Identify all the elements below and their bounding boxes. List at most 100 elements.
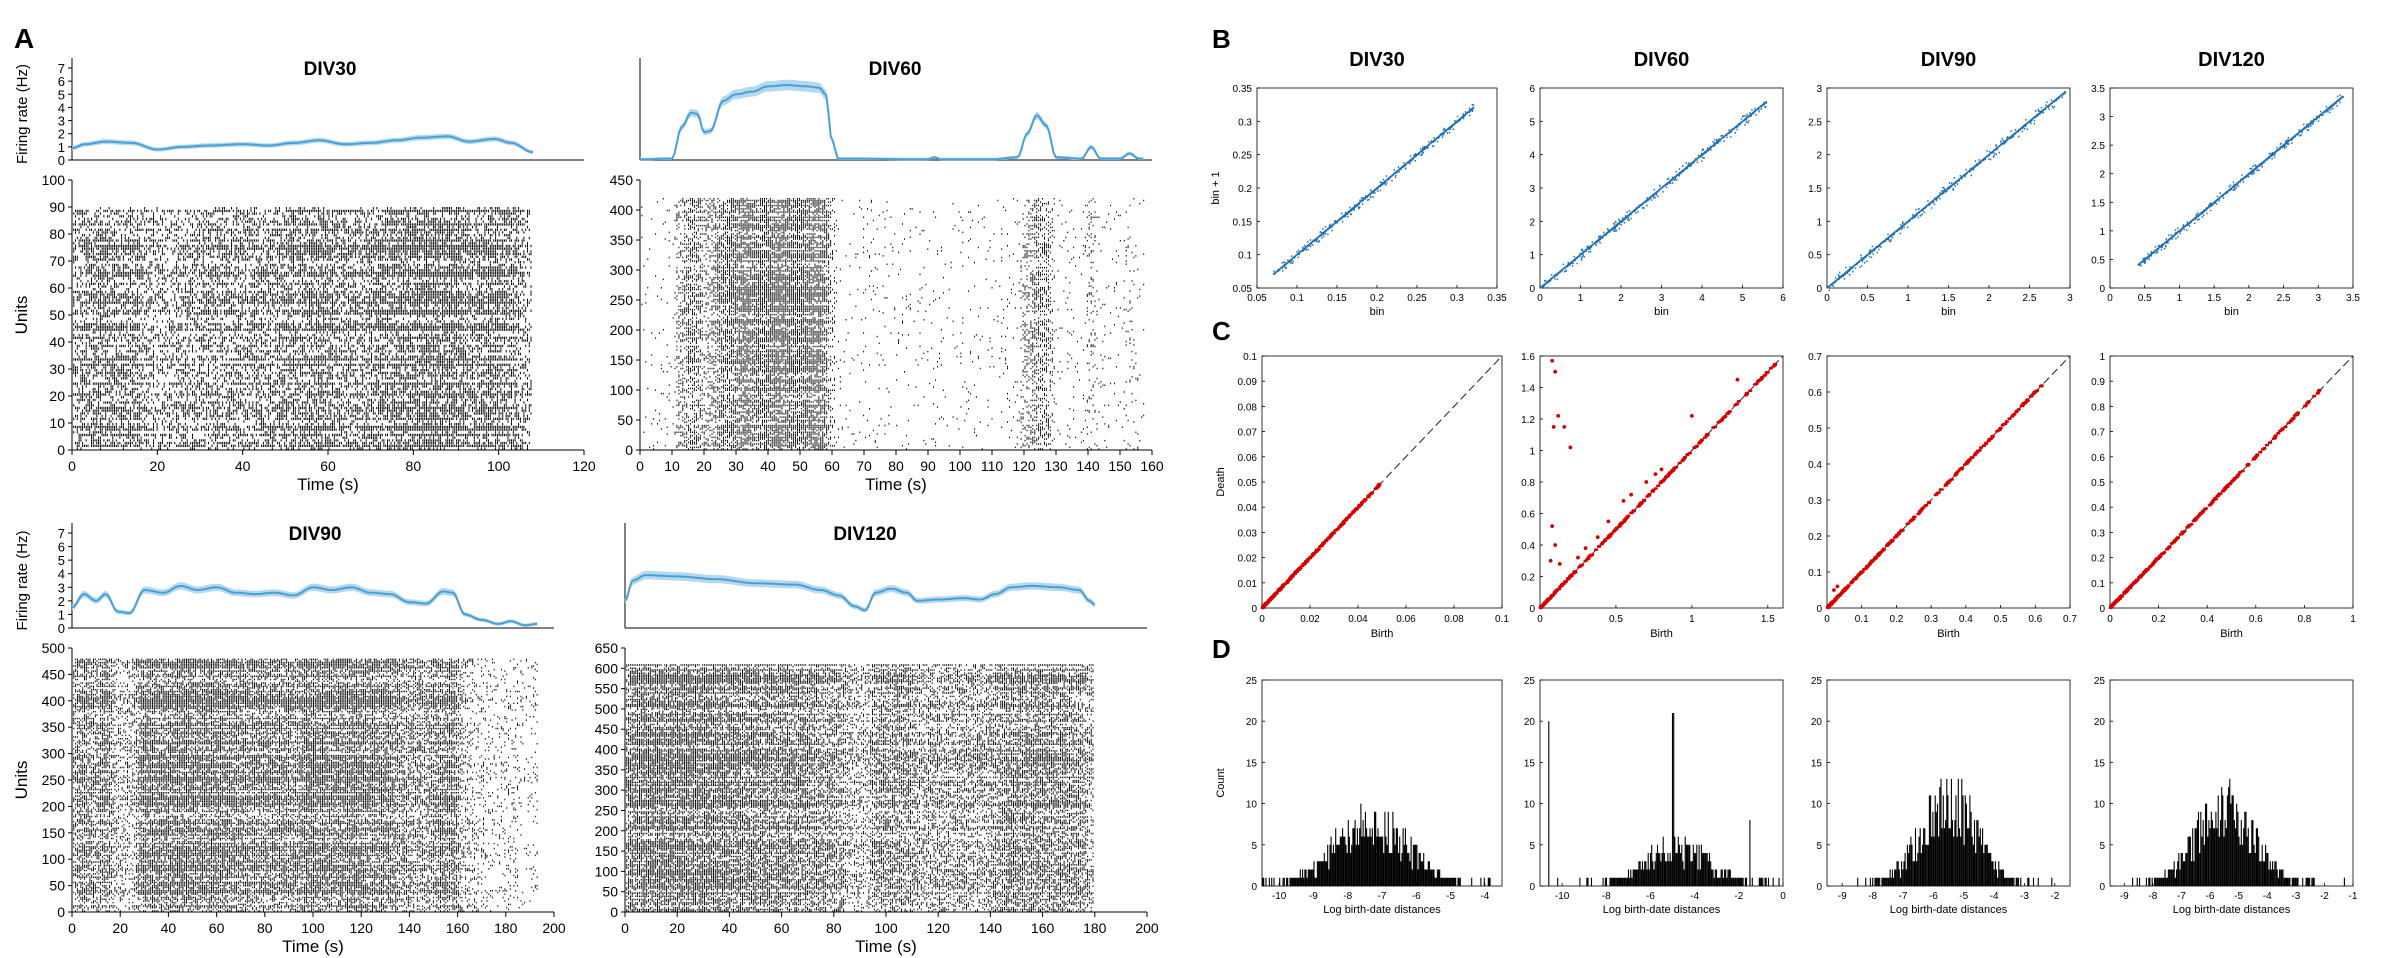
histogram-x-tick-label: -2 xyxy=(1734,891,1743,902)
histogram-panel-1: -10 -9 -8 -7 -6 -5 -4 0 5 10 15 20 25 Log birth-date … xyxy=(1215,676,1503,916)
histogram-x-tick-label: -3 xyxy=(2020,891,2029,902)
scatter-y-tick-label: 0.5 xyxy=(1808,251,1822,262)
persistence-x-tick-label: 0.02 xyxy=(1300,614,1320,625)
persistence-outlier-point xyxy=(1556,413,1561,418)
raster-x-tick-label: 180 xyxy=(494,920,518,936)
raster-x-tick-label: 60 xyxy=(774,920,790,936)
spike-raster xyxy=(639,198,1145,450)
scatter-x-label: bin xyxy=(1941,306,1956,318)
persistence-y-tick-label: 0.3 xyxy=(1808,496,1822,507)
raster-x-tick-label: 90 xyxy=(920,458,936,474)
raster-y-tick-label: 90 xyxy=(49,199,65,215)
persistence-outlier-point xyxy=(1550,358,1555,363)
raster-x-tick-label: 140 xyxy=(979,920,1003,936)
raster-x-tick-label: 60 xyxy=(320,458,336,474)
histogram-y-tick-label: 20 xyxy=(1811,717,1823,728)
scatter-y-tick-label: 2 xyxy=(2099,170,2105,181)
raster-x-tick-label: 50 xyxy=(792,458,808,474)
raster-y-tick-label: 40 xyxy=(49,334,65,350)
scatter-x-tick-label: 1 xyxy=(1905,293,1911,304)
persistence-y-tick-label: 1 xyxy=(2099,352,2105,363)
histogram-x-tick-label: -7 xyxy=(1898,891,1907,902)
persistence-y-tick-label: 0.04 xyxy=(1238,503,1258,514)
persistence-outlier-point xyxy=(1568,445,1573,450)
persistence-y-tick-label: 0 xyxy=(1529,604,1535,615)
persistence-y-tick-label: 0.4 xyxy=(1808,460,1822,471)
raster-x-label: Time (s) xyxy=(282,937,344,956)
raster-y-tick-label: 100 xyxy=(42,172,66,188)
scatter-x-label: bin xyxy=(1370,306,1385,318)
scatter-x-tick-label: 3 xyxy=(1659,293,1665,304)
persistence-x-tick-label: 1.5 xyxy=(1761,614,1775,625)
histogram-panel-3: -9 -8 -7 -6 -5 -4 -3 -2 0 5 10 15 20 25 Log birth-date… xyxy=(1811,676,2071,916)
persistence-x-tick-label: 0.1 xyxy=(1855,614,1869,625)
raster-x-tick-label: 80 xyxy=(826,920,842,936)
scatter-x-tick-label: 0.5 xyxy=(2138,293,2152,304)
rate-tick-label: 5 xyxy=(58,553,65,568)
raster-y-tick-label: 100 xyxy=(42,851,66,867)
raster-y-tick-label: 200 xyxy=(595,823,619,839)
raster-x-tick-label: 100 xyxy=(948,458,972,474)
persistence-y-tick-label: 1.6 xyxy=(1521,352,1535,363)
raster-x-tick-label: 80 xyxy=(888,458,904,474)
scatter-frame xyxy=(2109,87,2354,289)
raster-y-tick-label: 350 xyxy=(610,232,634,248)
persistence-x-tick-label: 0.5 xyxy=(1609,614,1623,625)
raster-title: DIV60 xyxy=(869,59,922,80)
persistence-y-label: Death xyxy=(1215,467,1227,496)
panel-letters: A B C D xyxy=(14,23,1231,664)
persistence-points xyxy=(1260,482,1382,610)
histogram-y-tick-label: 5 xyxy=(1529,841,1535,852)
raster-y-tick-label: 0 xyxy=(610,904,618,920)
persistence-y-tick-label: 0.3 xyxy=(2091,528,2105,539)
scatter-y-tick-label: 3 xyxy=(1816,84,1822,95)
raster-y-tick-label: 0 xyxy=(625,442,633,458)
persistence-y-tick-label: 0.02 xyxy=(1238,554,1258,565)
histogram-y-tick-label: 25 xyxy=(1811,676,1823,687)
persistence-outlier-point xyxy=(1557,562,1562,566)
persistence-y-tick-label: 0.7 xyxy=(2091,428,2105,439)
persistence-outlier-point xyxy=(1653,472,1658,477)
persistence-x-tick-label: 0.06 xyxy=(1396,614,1416,625)
scatter-x-tick-label: 0.35 xyxy=(1487,293,1507,304)
histogram-x-tick-label: -2 xyxy=(2050,891,2059,902)
raster-y-tick-label: 350 xyxy=(595,762,619,778)
histogram-x-tick-label: -7 xyxy=(1378,891,1387,902)
rate-line xyxy=(640,84,1144,161)
histogram-frame xyxy=(1261,679,1503,887)
histogram-bars xyxy=(1857,778,2053,886)
histogram-y-tick-label: 15 xyxy=(1811,758,1823,769)
scatter-x-tick-label: 0.5 xyxy=(1861,293,1875,304)
scatter-diagonal-dense xyxy=(2137,95,2344,266)
histogram-x-tick-label: -3 xyxy=(2291,891,2300,902)
raster-y-tick-label: 600 xyxy=(595,660,619,676)
histogram-y-label: Count xyxy=(1215,768,1227,797)
persistence-y-tick-label: 0.6 xyxy=(1521,510,1535,521)
rate-tick-label: 7 xyxy=(58,526,65,541)
persistence-x-tick-label: 0.4 xyxy=(1959,614,1973,625)
persistence-y-tick-label: 0.08 xyxy=(1238,402,1258,413)
histogram-x-label: Log birth-date distances xyxy=(1323,904,1441,916)
persistence-x-label: Birth xyxy=(2220,628,2243,640)
histogram-bars xyxy=(1262,803,1491,886)
raster-y-tick-label: 70 xyxy=(49,253,65,269)
histogram-y-tick-label: 10 xyxy=(1811,800,1823,811)
raster-y-tick-label: 30 xyxy=(49,361,65,377)
persistence-outlier-point xyxy=(1551,424,1556,429)
raster-y-tick-label: 250 xyxy=(610,292,634,308)
scatter-x-tick-label: 0.25 xyxy=(1407,293,1427,304)
persistence-y-tick-label: 0.6 xyxy=(2091,453,2105,464)
persistence-outlier-point xyxy=(1659,467,1664,472)
histogram-x-tick-label: -8 xyxy=(2148,891,2157,902)
raster-x-label: Time (s) xyxy=(297,475,359,494)
histogram-x-tick-label: -9 xyxy=(1838,891,1847,902)
histogram-y-tick-label: 5 xyxy=(1816,841,1822,852)
scatter-diagonal-dense xyxy=(1826,90,2067,289)
panel-letter-c: C xyxy=(1212,316,1231,346)
raster-y-tick-label: 80 xyxy=(49,226,65,242)
persistence-x-tick-label: 0.3 xyxy=(1924,614,1938,625)
raster-y-tick-label: 0 xyxy=(57,442,65,458)
raster-x-tick-label: 40 xyxy=(161,920,177,936)
panel-letter-b: B xyxy=(1212,24,1231,54)
raster-x-tick-label: 180 xyxy=(1083,920,1107,936)
